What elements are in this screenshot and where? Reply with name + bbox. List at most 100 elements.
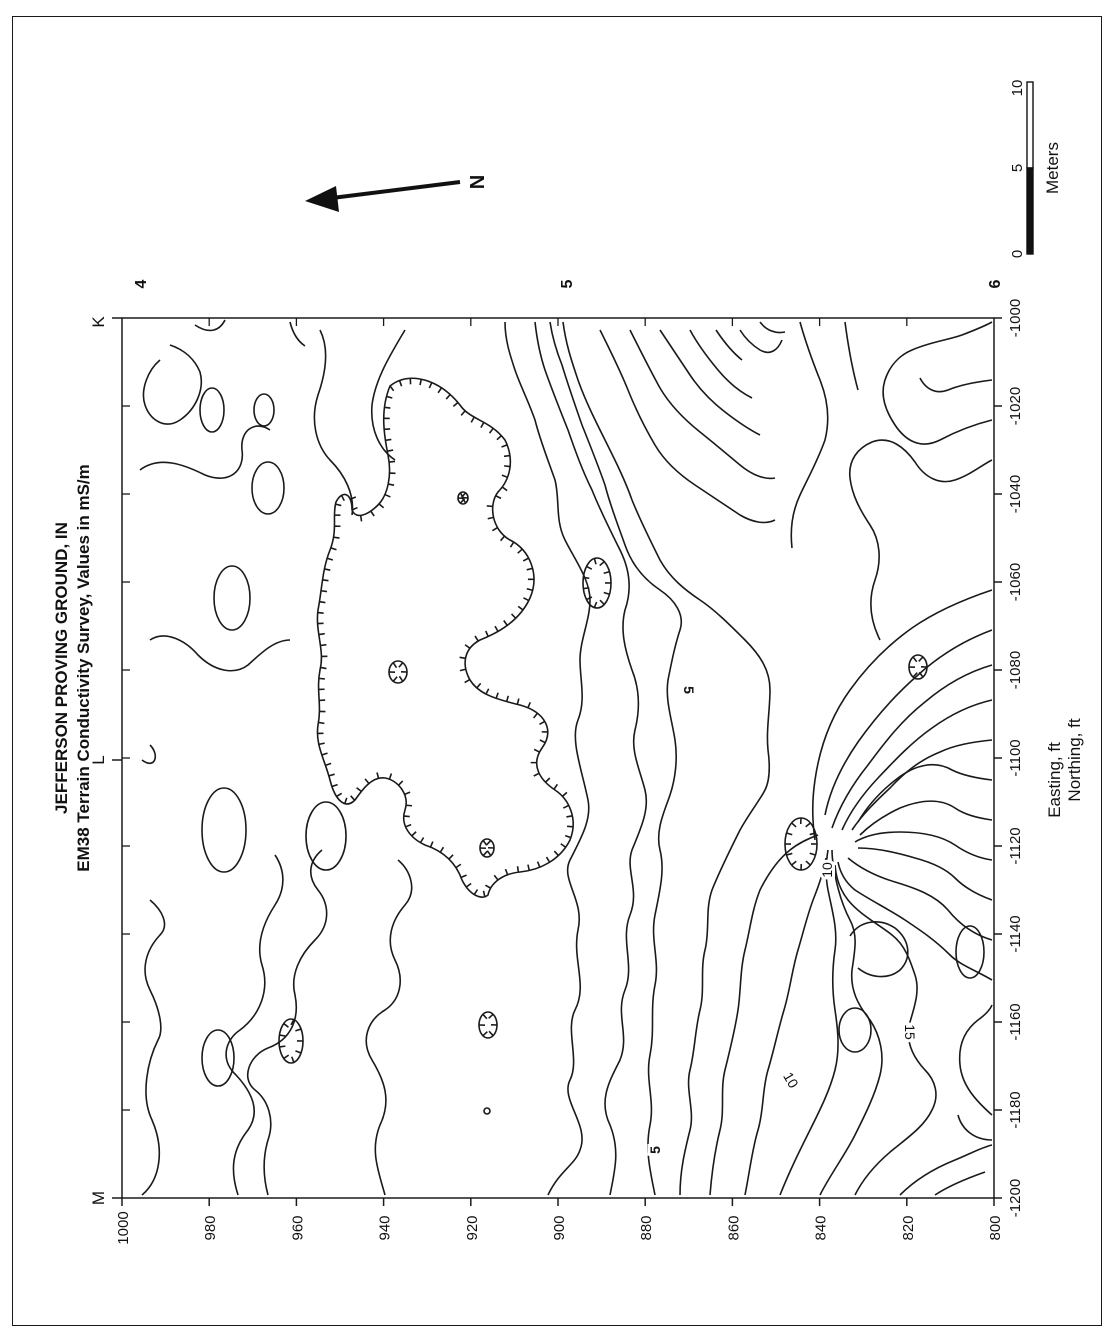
hachure-tick bbox=[504, 465, 511, 468]
contour-line bbox=[934, 1171, 986, 1196]
hachure-tick bbox=[389, 385, 395, 392]
hachure-tick bbox=[533, 772, 540, 777]
contour-loop bbox=[251, 461, 285, 515]
hachure-tick bbox=[493, 874, 499, 881]
contour-line bbox=[225, 854, 284, 1196]
hachure-tick bbox=[320, 589, 328, 593]
contour-line bbox=[790, 321, 829, 549]
hachure-tick bbox=[291, 1056, 295, 1063]
easting-tick-label: -1120 bbox=[1007, 827, 1024, 864]
map-title: JEFFERSON PROVING GROUND, IN EM38 Terrai… bbox=[52, 464, 93, 872]
hachure-tick bbox=[599, 599, 605, 605]
hachure-tick bbox=[510, 613, 517, 619]
small-depression bbox=[582, 557, 612, 609]
contour-line bbox=[854, 831, 993, 861]
contour-label: 10 bbox=[780, 1069, 802, 1091]
contour-line bbox=[365, 859, 413, 1196]
svg-text:L: L bbox=[89, 755, 108, 764]
hachure-tick bbox=[320, 643, 327, 647]
hachure-tick bbox=[452, 401, 459, 407]
hachure-tick bbox=[599, 560, 605, 567]
hachure-tick bbox=[488, 1013, 494, 1019]
hachure-tick bbox=[326, 557, 334, 561]
hachure-tick bbox=[419, 379, 423, 386]
scale-bar: 0 5 10 Meters bbox=[1009, 80, 1062, 259]
contour-line bbox=[958, 1004, 993, 1116]
y-axis-label: Northing, ft bbox=[1065, 718, 1084, 801]
hachure-tick bbox=[485, 688, 490, 695]
hachure-tick bbox=[482, 890, 486, 897]
hachure-tick bbox=[295, 1028, 302, 1032]
easting-tick-label: -1200 bbox=[1007, 1179, 1024, 1217]
hachure-tick bbox=[318, 677, 325, 680]
hachure-tick bbox=[324, 568, 331, 571]
scale-unit-label: Meters bbox=[1043, 142, 1062, 194]
hachure-tick bbox=[480, 422, 485, 429]
hachure-tick bbox=[791, 822, 797, 828]
hachure-tick bbox=[527, 864, 531, 871]
contour-line bbox=[831, 664, 993, 829]
contour-line bbox=[194, 319, 226, 332]
hachure-tick bbox=[392, 676, 398, 682]
hachure-tick bbox=[330, 547, 337, 551]
hachure-tick bbox=[523, 597, 530, 602]
hachure-tick bbox=[482, 850, 488, 857]
hachure-tick bbox=[473, 889, 479, 895]
hachure-tick bbox=[505, 695, 510, 702]
easting-tick-label: -1000 bbox=[1007, 299, 1024, 337]
hachure-tick bbox=[593, 558, 597, 565]
scale-tick-10: 10 bbox=[1009, 80, 1026, 97]
hachure-tick bbox=[386, 395, 393, 399]
contour-line bbox=[659, 329, 761, 436]
x-axis-label: Easting, ft bbox=[1045, 742, 1064, 818]
hachure-tick bbox=[517, 605, 524, 611]
hachure-tick bbox=[351, 506, 358, 511]
contour-line bbox=[370, 329, 406, 461]
north-arrow: N bbox=[305, 175, 489, 212]
hachure-tick bbox=[398, 380, 403, 387]
hachure-tick bbox=[455, 863, 462, 869]
contour-label: 15 bbox=[902, 1024, 918, 1040]
hachure-tick bbox=[359, 515, 363, 522]
contour-loop bbox=[838, 1007, 872, 1053]
contour-loop bbox=[201, 1029, 235, 1087]
contour-line bbox=[289, 321, 306, 347]
hachure-tick bbox=[385, 438, 392, 442]
easting-tick-label: -1060 bbox=[1007, 563, 1024, 601]
hachure-tick bbox=[356, 787, 362, 793]
contour-line bbox=[141, 744, 157, 765]
hachure-tick bbox=[491, 526, 498, 532]
hachure-tick bbox=[476, 682, 482, 689]
hachure-tick bbox=[526, 567, 533, 571]
hachure-tick bbox=[437, 387, 443, 394]
hachure-tick bbox=[317, 611, 324, 614]
contour-line bbox=[882, 321, 993, 445]
hachure-tick bbox=[465, 882, 472, 888]
scale-bar-segment-2 bbox=[1026, 167, 1034, 255]
hachure-tick bbox=[539, 739, 546, 744]
contour-line bbox=[689, 329, 753, 399]
hachure-tick bbox=[912, 656, 918, 663]
hachure-tick bbox=[488, 1030, 494, 1037]
hachure-tick bbox=[459, 498, 466, 504]
hachure-tick bbox=[460, 492, 467, 498]
northing-tick-label: 920 bbox=[464, 1215, 481, 1240]
hachure-tick bbox=[503, 454, 511, 458]
contour-line bbox=[629, 329, 776, 480]
contour-loop bbox=[253, 393, 275, 427]
hachure-tick bbox=[279, 1034, 286, 1037]
hachure-tick bbox=[378, 503, 385, 509]
hachure-tick bbox=[333, 536, 340, 539]
hachure-tick bbox=[539, 720, 546, 726]
hachure-tick bbox=[340, 494, 345, 502]
hachure-tick bbox=[419, 837, 425, 844]
contour-line bbox=[848, 439, 993, 641]
contour-line bbox=[549, 321, 682, 1196]
hachure-tick bbox=[335, 503, 342, 507]
hachure-tick bbox=[474, 635, 479, 642]
grid-marker-6: 6 bbox=[987, 279, 1004, 288]
contour-line bbox=[759, 321, 786, 334]
hachure-tick bbox=[439, 846, 445, 853]
easting-tick-label: -1160 bbox=[1007, 1003, 1024, 1040]
